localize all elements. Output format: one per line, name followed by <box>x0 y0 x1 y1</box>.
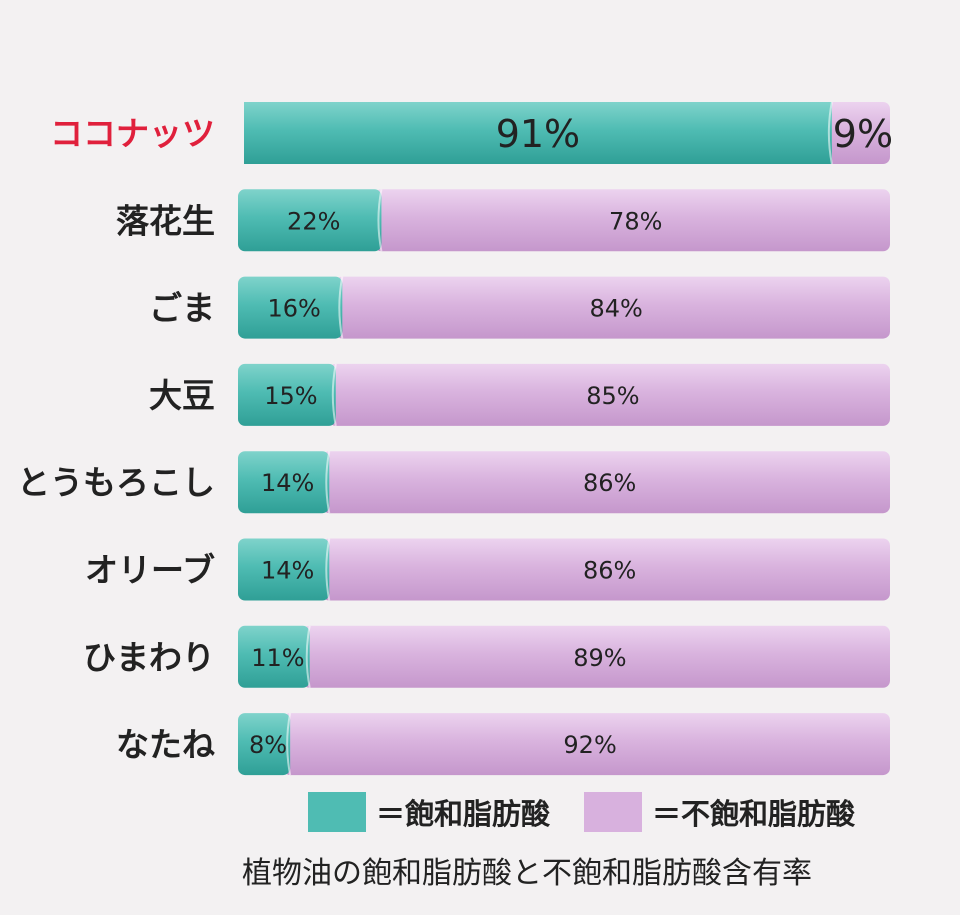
category-label: ごま <box>149 289 215 328</box>
data-label-saturated: 11% <box>251 644 304 672</box>
category-label: 落花生 <box>116 201 215 240</box>
category-label: とうもろこし <box>17 463 215 502</box>
bar-segment-unsaturated <box>322 538 890 601</box>
category-label: なたね <box>116 725 215 764</box>
bar-segment-saturated <box>238 713 291 776</box>
bar-seam <box>286 712 292 776</box>
data-label-saturated: 91% <box>496 112 580 156</box>
stacked-bar-chart: ココナッツ 91% 9% 落花生 22% 78% ごま 16% 84% 大豆 15% 85% とうもろこ… <box>17 101 893 776</box>
data-label-unsaturated: 84% <box>589 295 642 323</box>
bar-row: なたね 8% 92% <box>116 712 890 776</box>
bar-segment-saturated <box>238 538 330 601</box>
bar-row: ココナッツ 91% 9% <box>50 101 893 165</box>
bar-segment-unsaturated <box>335 276 890 339</box>
bar-segment-unsaturated <box>824 102 890 164</box>
data-label-unsaturated: 9% <box>833 112 893 156</box>
bar-row: とうもろこし 14% 86% <box>17 451 890 514</box>
category-label: オリーブ <box>85 551 215 590</box>
bar-seam <box>325 538 331 601</box>
data-label-unsaturated: 86% <box>583 469 636 497</box>
category-label: ひまわり <box>83 638 215 677</box>
bar-segment-saturated <box>244 102 832 164</box>
bar-seam <box>331 363 337 427</box>
bar-row: ごま 16% 84% <box>149 276 890 339</box>
bar-row: 落花生 22% 78% <box>116 189 890 252</box>
bar-segment-unsaturated <box>302 625 891 688</box>
bar-row: オリーブ 14% 86% <box>85 538 890 601</box>
bar-seam <box>338 276 344 339</box>
category-label: ココナッツ <box>50 114 215 153</box>
data-label-unsaturated: 85% <box>586 382 639 410</box>
data-label-saturated: 14% <box>261 557 314 585</box>
data-label-saturated: 16% <box>267 295 320 323</box>
data-label-unsaturated: 92% <box>563 731 616 759</box>
category-label: 大豆 <box>149 376 215 415</box>
legend-label-saturated: ＝飽和脂肪酸 <box>376 797 551 831</box>
data-label-unsaturated: 89% <box>573 644 626 672</box>
data-label-saturated: 22% <box>287 207 340 235</box>
bar-segment-saturated <box>238 625 310 688</box>
bar-segment-saturated <box>238 363 336 426</box>
legend-swatch-saturated <box>308 792 366 832</box>
chart-title: 植物油の飽和脂肪酸と不飽和脂肪酸含有率 <box>242 856 812 891</box>
bar-seam <box>305 625 311 688</box>
data-label-saturated: 14% <box>261 469 314 497</box>
legend-swatch-unsaturated <box>584 792 643 832</box>
bar-segment-saturated <box>238 451 330 514</box>
bar-segment-unsaturated <box>322 451 890 514</box>
legend-label-unsaturated: ＝不飽和脂肪酸 <box>652 797 856 831</box>
bar-seam <box>377 189 383 252</box>
legend: ＝飽和脂肪酸 ＝不飽和脂肪酸 <box>308 790 889 834</box>
bar-seam <box>325 451 331 514</box>
bar-row: 大豆 15% 85% <box>149 363 890 427</box>
bar-row: ひまわり 11% 89% <box>83 625 891 688</box>
data-label-unsaturated: 78% <box>609 207 662 235</box>
data-label-saturated: 15% <box>264 382 317 410</box>
data-label-saturated: 8% <box>249 731 287 759</box>
data-label-unsaturated: 86% <box>583 557 636 585</box>
bar-segment-saturated <box>238 276 343 339</box>
bar-segment-saturated <box>238 189 382 252</box>
bar-segment-unsaturated <box>328 363 890 426</box>
bar-segment-unsaturated <box>283 713 890 776</box>
bar-seam <box>827 101 833 165</box>
bar-segment-unsaturated <box>374 189 890 252</box>
